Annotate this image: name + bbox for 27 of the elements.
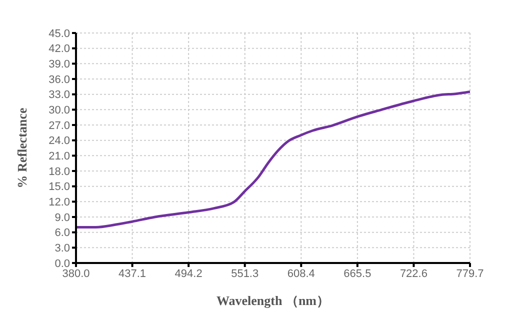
y-tick-label: 15.0 — [48, 181, 70, 194]
y-tick-label: 36.0 — [48, 74, 70, 86]
x-tick-label: 722.6 — [400, 268, 428, 280]
y-tick-label: 30.0 — [48, 104, 70, 117]
x-tick-label: 437.1 — [118, 268, 146, 280]
y-axis-title: % Reflectance — [14, 108, 30, 188]
x-tick-label: 380.0 — [62, 268, 90, 280]
x-tick-label: 551.3 — [231, 268, 259, 280]
y-tick-label: 33.0 — [48, 89, 70, 102]
y-tick-label: 12.0 — [48, 196, 70, 209]
x-axis-title: Wavelength （nm） — [216, 293, 330, 308]
y-tick-label: 42.0 — [48, 43, 70, 56]
line-series — [76, 90, 470, 228]
y-tick-label: 27.0 — [48, 120, 70, 132]
y-tick-label: 24.0 — [48, 135, 70, 148]
x-tick-label: 779.7 — [456, 268, 484, 280]
y-tick-label: 45.0 — [48, 28, 70, 40]
y-tick-label: 6.0 — [54, 227, 70, 240]
y-tick-label: 39.0 — [48, 58, 70, 71]
y-tick-label: 3.0 — [54, 242, 70, 255]
x-tick-label: 665.5 — [344, 268, 372, 280]
y-tick-label: 9.0 — [54, 212, 70, 224]
x-tick-label: 494.2 — [174, 268, 202, 280]
y-tick-label: 0.0 — [54, 258, 70, 270]
y-tick-label: 18.0 — [48, 166, 70, 178]
y-tick-label: 21.0 — [48, 150, 70, 163]
x-tick-label: 608.4 — [287, 268, 315, 280]
